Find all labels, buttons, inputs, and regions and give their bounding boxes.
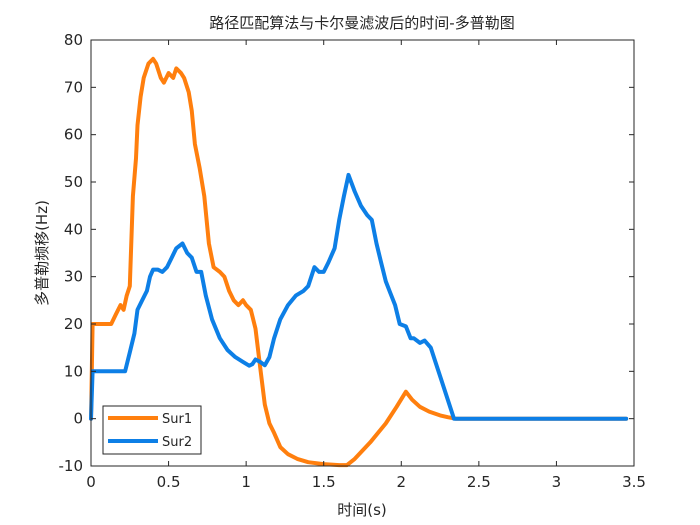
x-tick-label: 1.5	[312, 473, 336, 491]
y-tick-label: 70	[64, 78, 83, 96]
plot-area	[91, 40, 634, 466]
y-axis-label: 多普勒频移(Hz)	[33, 200, 51, 306]
series-line-sur1	[89, 56, 629, 468]
y-tick-label: 50	[64, 173, 83, 191]
y-tick-label: 0	[73, 410, 83, 428]
series-layer	[89, 56, 629, 468]
x-tick-label: 2	[397, 473, 407, 491]
chart-title: 路径匹配算法与卡尔曼滤波后的时间-多普勒图	[209, 14, 514, 32]
x-tick-label: 2.5	[467, 473, 491, 491]
legend-label-sur2: Sur2	[162, 435, 192, 450]
y-tick-label: 60	[64, 126, 83, 144]
y-tick-label: 20	[64, 315, 83, 333]
x-axis-label: 时间(s)	[337, 501, 387, 519]
x-tick-label: 3.5	[622, 473, 646, 491]
x-tick-label: 1	[241, 473, 251, 491]
y-tick-label: 10	[64, 362, 83, 380]
legend: Sur1 Sur2	[102, 405, 202, 455]
legend-label-sur1: Sur1	[162, 412, 192, 427]
y-tick-label: 80	[64, 31, 83, 49]
y-tick-label: 40	[64, 220, 83, 238]
x-tick-label: 0.5	[157, 473, 181, 491]
legend-box	[102, 405, 202, 455]
x-tick-label: 0	[86, 473, 96, 491]
x-tick-label: 3	[552, 473, 562, 491]
series-line-sur2	[89, 172, 629, 421]
y-tick-label: -10	[59, 457, 84, 475]
axes-box	[90, 39, 635, 467]
y-tick-label: 30	[64, 268, 83, 286]
